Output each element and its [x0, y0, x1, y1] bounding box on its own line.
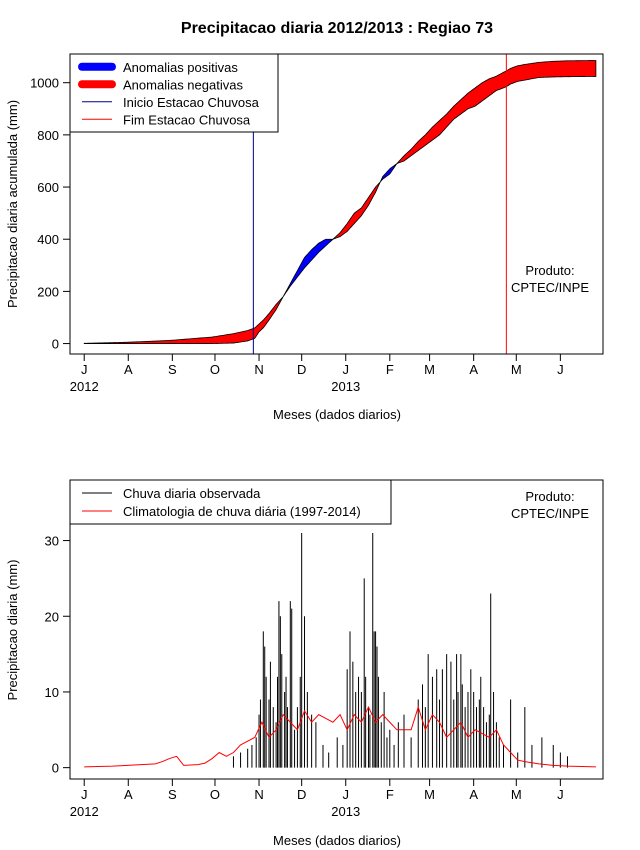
daily-panel: 0 10 20 30 J A S O N D J F M A M J 2012 2013 Precipitaca…	[5, 479, 604, 848]
x-tick-label: J	[81, 787, 88, 802]
annotation-text: Produto:	[525, 263, 574, 278]
legend-label: Anomalias positivas	[123, 60, 238, 75]
x-tick-label: J	[342, 362, 349, 377]
x-tick-label: J	[342, 787, 349, 802]
x-tick-label: A	[469, 787, 478, 802]
x-tick-label: A	[124, 362, 133, 377]
x-tick-label: N	[254, 787, 263, 802]
product-annotation: Produto: CPTEC/INPE	[511, 489, 589, 521]
x-tick-label: S	[168, 362, 177, 377]
x-axis: J A S O N D J F M A M J 2012 2013	[70, 778, 564, 819]
y-axis: 0 10 20 30	[45, 534, 70, 776]
y-tick-label: 20	[45, 609, 59, 624]
product-annotation: Produto: CPTEC/INPE	[511, 263, 589, 295]
x-tick-label: O	[210, 787, 220, 802]
x-tick-label: D	[297, 787, 306, 802]
daily-rain-bars	[232, 532, 568, 768]
legend-label: Anomalias negativas	[123, 77, 243, 92]
y-tick-label: 1000	[30, 76, 59, 91]
climatology-line	[84, 705, 596, 768]
legend: Anomalias positivas Anomalias negativas In…	[69, 53, 279, 133]
x-tick-label: J	[81, 362, 88, 377]
cumulative-panel: 0 200 400 600 800 1000 J A S O N D J F M A M J 2012 2013 P…	[5, 53, 604, 422]
year-label: 2013	[331, 804, 360, 819]
y-axis-label: Precipitacao diaria acumulada (mm)	[5, 100, 20, 308]
negative-anomaly	[396, 60, 597, 164]
anomaly-areas	[83, 60, 597, 344]
y-axis: 0 200 400 600 800 1000	[30, 76, 70, 352]
legend-box	[69, 479, 392, 525]
y-tick-label: 600	[37, 180, 59, 195]
annotation-text: CPTEC/INPE	[511, 506, 589, 521]
chart-title: Precipitacao diaria 2012/2013 : Regiao 7…	[181, 20, 493, 37]
year-label: 2012	[70, 804, 99, 819]
x-tick-label: O	[210, 362, 220, 377]
x-tick-label: S	[168, 787, 177, 802]
x-tick-label: N	[254, 362, 263, 377]
x-tick-label: J	[557, 362, 564, 377]
legend-label: Inicio Estacao Chuvosa	[123, 95, 260, 110]
y-tick-label: 30	[45, 534, 59, 549]
annotation-text: Produto:	[525, 489, 574, 504]
x-tick-label: J	[557, 787, 564, 802]
x-tick-label: F	[386, 362, 394, 377]
legend-label: Chuva diaria observada	[123, 486, 261, 501]
x-tick-label: M	[511, 787, 522, 802]
legend: Chuva diaria observada Climatologia de ch…	[69, 479, 392, 525]
y-tick-label: 400	[37, 232, 59, 247]
y-tick-label: 10	[45, 685, 59, 700]
y-tick-label: 0	[52, 337, 59, 352]
x-tick-label: D	[297, 362, 306, 377]
x-tick-label: M	[424, 362, 435, 377]
x-tick-label: M	[511, 362, 522, 377]
climatology-line	[84, 705, 596, 768]
x-axis: J A S O N D J F M A M J 2012 2013	[70, 353, 564, 394]
y-axis-label: Precipitacao diaria (mm)	[5, 560, 20, 701]
y-tick-label: 800	[37, 128, 59, 143]
x-tick-label: A	[469, 362, 478, 377]
y-tick-label: 200	[37, 284, 59, 299]
year-label: 2012	[70, 379, 99, 394]
x-axis-label: Meses (dados diarios)	[273, 407, 401, 422]
x-tick-label: M	[424, 787, 435, 802]
legend-label: Fim Estacao Chuvosa	[123, 112, 251, 127]
annotation-text: CPTEC/INPE	[511, 280, 589, 295]
legend-label: Climatologia de chuva diária (1997-2014)	[123, 504, 361, 519]
negative-anomaly	[83, 296, 284, 344]
x-tick-label: F	[386, 787, 394, 802]
y-tick-label: 0	[52, 761, 59, 776]
year-label: 2013	[331, 379, 360, 394]
x-tick-label: A	[124, 787, 133, 802]
x-axis-label: Meses (dados diarios)	[273, 833, 401, 848]
